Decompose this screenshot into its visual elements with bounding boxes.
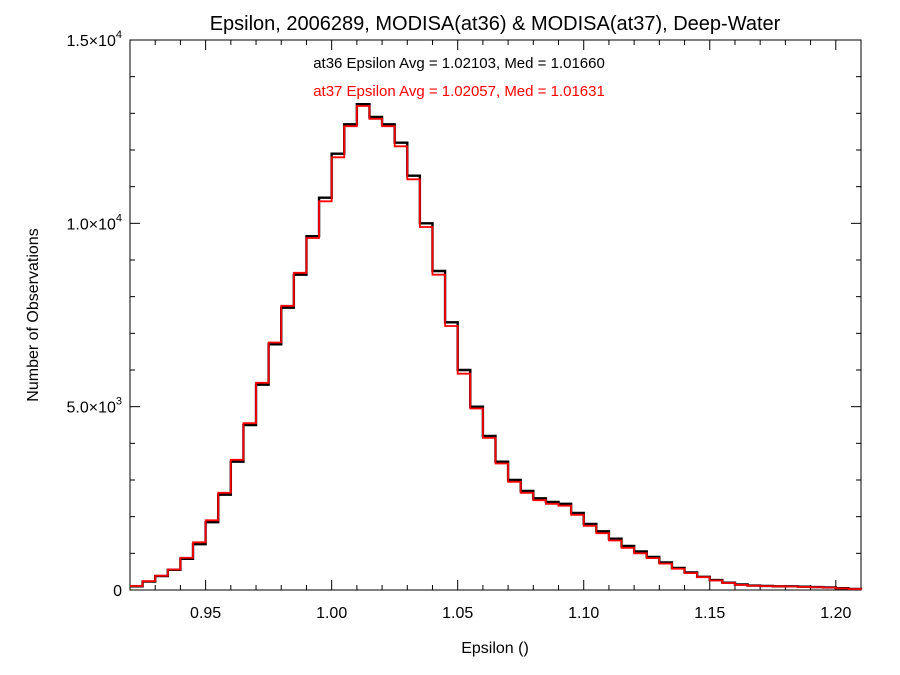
x-tick-label: 1.00 bbox=[316, 605, 347, 622]
x-tick-label: 0.95 bbox=[190, 605, 221, 622]
y-tick-label-exponent: 4 bbox=[116, 29, 122, 41]
y-tick-label: 0 bbox=[113, 583, 122, 600]
y-tick-label-exponent: 4 bbox=[116, 212, 122, 224]
annotation-at37: at37 Epsilon Avg = 1.02057, Med = 1.0163… bbox=[313, 83, 605, 100]
series-layer bbox=[130, 102, 863, 591]
y-tick-label-exponent: 3 bbox=[116, 396, 122, 408]
series-at36-line bbox=[130, 102, 863, 591]
annotation-at36: at36 Epsilon Avg = 1.02103, Med = 1.0166… bbox=[313, 55, 605, 72]
y-tick-label-base: 5.0×10 bbox=[66, 400, 115, 417]
x-tick-label: 1.05 bbox=[442, 605, 473, 622]
x-axis-label: Epsilon () bbox=[461, 640, 529, 657]
x-axis: 0.95 1.00 1.05 1.10 1.15 1.20 bbox=[129, 40, 862, 622]
series-at37-line bbox=[130, 105, 862, 590]
y-tick-label: 1.0×104 bbox=[66, 212, 122, 233]
x-tick-label: 1.10 bbox=[568, 605, 599, 622]
y-tick-label-base: 1.5×10 bbox=[66, 33, 115, 50]
x-tick-label: 1.15 bbox=[694, 605, 725, 622]
plot-frame bbox=[129, 39, 862, 591]
y-tick-label: 1.5×104 bbox=[66, 29, 122, 50]
chart-title: Epsilon, 2006289, MODISA(at36) & MODISA(… bbox=[210, 13, 781, 35]
y-tick-label: 5.0×103 bbox=[66, 396, 122, 417]
x-tick-label: 1.20 bbox=[820, 605, 851, 622]
y-axis-label: Number of Observations bbox=[25, 228, 42, 401]
y-tick-label-base: 0 bbox=[113, 583, 122, 600]
y-tick-label-base: 1.0×10 bbox=[66, 216, 115, 233]
